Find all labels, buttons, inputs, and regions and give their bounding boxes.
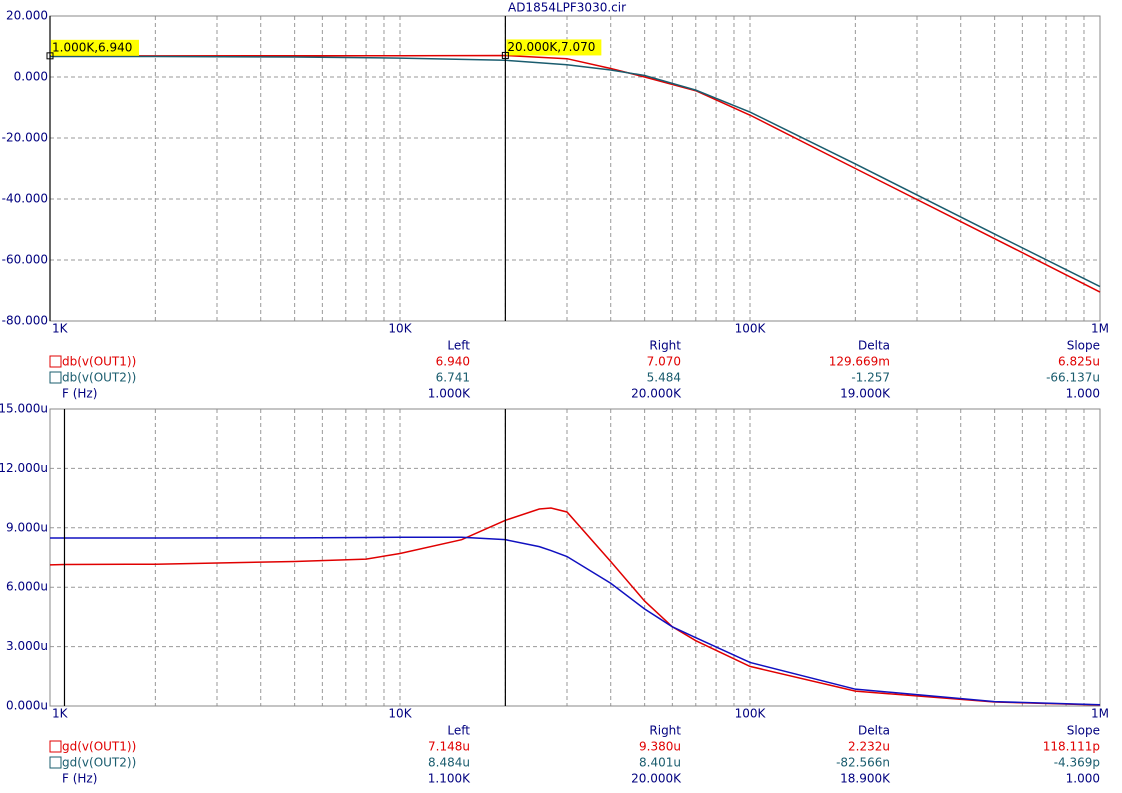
y-tick-label: -80.000 xyxy=(2,314,48,328)
readout-name: db(v(OUT1)) xyxy=(62,355,136,369)
series-marker xyxy=(49,355,62,368)
plot-frame xyxy=(49,15,1101,322)
readout-value: 7.148u xyxy=(428,740,470,754)
readout-value: 1.000 xyxy=(1066,387,1100,401)
y-tick-label: 12.000u xyxy=(0,461,48,475)
readout-value: 8.484u xyxy=(428,756,470,770)
readout-name: F (Hz) xyxy=(62,387,97,401)
readout-header: Slope xyxy=(1067,339,1100,353)
annotation: 1.000K,6.940 xyxy=(52,40,132,54)
x-tick-label: 1M xyxy=(1091,322,1109,336)
x-tick-label: 100K xyxy=(735,707,767,721)
series-marker xyxy=(49,756,62,769)
readout-value: 9.380u xyxy=(639,740,681,754)
x-tick-label: 1K xyxy=(52,322,69,336)
y-tick-label: 0.000u xyxy=(6,699,48,713)
y-tick-label: -40.000 xyxy=(2,192,48,206)
y-tick-label: 0.000 xyxy=(14,70,48,84)
x-tick-label: 100K xyxy=(735,322,767,336)
readout-header: Delta xyxy=(858,339,890,353)
cursor-marker xyxy=(46,52,54,60)
readout-header: Right xyxy=(649,724,681,738)
readout-value: 2.232u xyxy=(848,740,890,754)
cursor-marker xyxy=(501,51,509,59)
annotation-box xyxy=(506,39,602,56)
readout-value: 18.900K xyxy=(840,772,891,786)
readout-header: Left xyxy=(447,339,470,353)
readout-value: 6.825u xyxy=(1058,355,1100,369)
annotation: 20.000K,7.070 xyxy=(507,40,595,54)
readout-value: 8.401u xyxy=(639,756,681,770)
x-tick-label: 1K xyxy=(52,707,69,721)
series-marker xyxy=(49,740,62,753)
readout-value: 6.940 xyxy=(436,355,470,369)
readout-value: -4.369p xyxy=(1054,756,1100,770)
readout-value: -82.566n xyxy=(836,756,890,770)
series-marker xyxy=(49,371,62,384)
x-tick-label: 1M xyxy=(1091,707,1109,721)
readout-value: 20.000K xyxy=(631,387,682,401)
readout-value: 1.100K xyxy=(428,772,471,786)
readout-value: 19.000K xyxy=(840,387,891,401)
readout-value: -66.137u xyxy=(1046,371,1100,385)
readout-value: 118.111p xyxy=(1043,740,1100,754)
readout-header: Slope xyxy=(1067,724,1100,738)
plot-frame xyxy=(49,408,1101,707)
y-tick-label: -60.000 xyxy=(2,253,48,267)
readout-name: db(v(OUT2)) xyxy=(62,371,136,385)
series-line xyxy=(49,55,1101,288)
readout-header: Left xyxy=(447,724,470,738)
readout-value: 1.000K xyxy=(428,387,471,401)
x-tick-label: 10K xyxy=(388,707,412,721)
readout-name: gd(v(OUT2)) xyxy=(62,756,136,770)
series-line xyxy=(50,54,1101,293)
readout-header: Right xyxy=(649,339,681,353)
readout-value: 1.000 xyxy=(1066,772,1100,786)
readout-value: 6.741 xyxy=(436,371,470,385)
readout-header: Delta xyxy=(858,724,890,738)
readout-value: 20.000K xyxy=(631,772,682,786)
series-line xyxy=(50,536,1101,706)
readout-value: 7.070 xyxy=(647,355,681,369)
y-tick-label: -20.000 xyxy=(2,131,48,145)
y-tick-label: 20.000 xyxy=(6,9,48,23)
y-tick-label: 9.000u xyxy=(6,520,48,534)
y-tick-label: 3.000u xyxy=(6,639,48,653)
y-tick-label: 6.000u xyxy=(6,580,48,594)
readout-value: 5.484 xyxy=(647,371,681,385)
y-tick-label: 15.000u xyxy=(0,402,48,416)
readout-name: F (Hz) xyxy=(62,772,97,786)
x-tick-label: 10K xyxy=(388,322,412,336)
readout-value: 129.669m xyxy=(829,355,890,369)
annotation-box xyxy=(51,39,139,56)
readout-name: gd(v(OUT1)) xyxy=(62,740,136,754)
chart-title: AD1854LPF3030.cir xyxy=(508,1,626,15)
readout-value: -1.257 xyxy=(851,371,890,385)
series-line xyxy=(49,507,1101,706)
